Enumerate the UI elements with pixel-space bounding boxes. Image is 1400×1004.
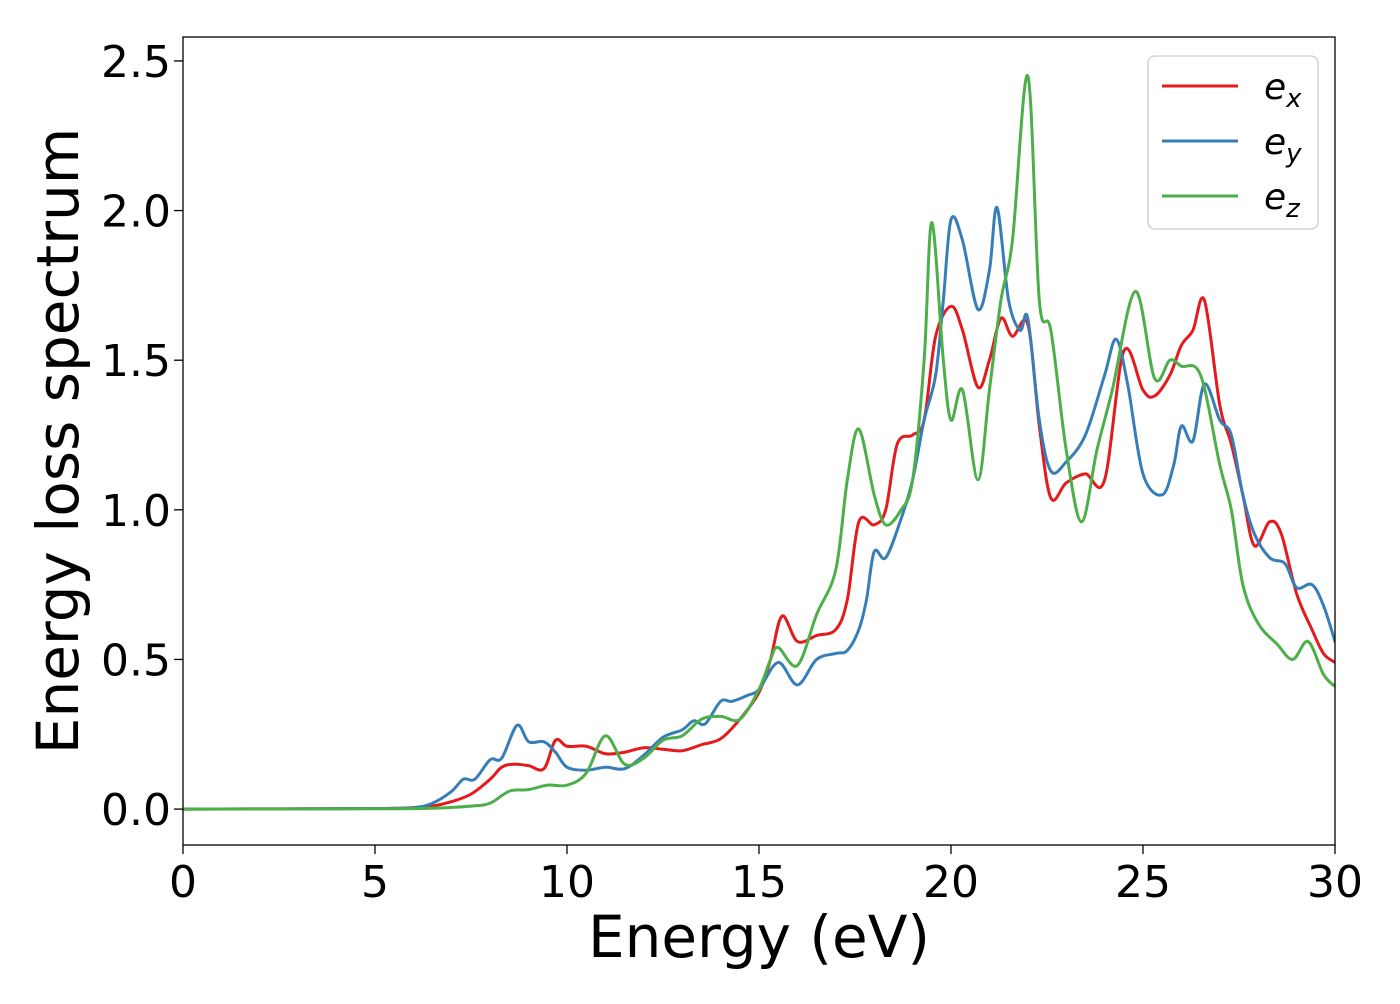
plot-lines xyxy=(183,74,1335,811)
y-axis-ticks: 0.0 0.5 1.0 1.5 2.0 2.5 xyxy=(101,37,183,836)
y-tick-label: 1.0 xyxy=(101,486,171,537)
y-tick-label: 1.5 xyxy=(101,336,171,387)
x-tick-label: 10 xyxy=(539,857,595,908)
x-tick-label: 5 xyxy=(361,857,389,908)
series-line-ez xyxy=(183,74,1335,811)
y-axis-label: Energy loss spectrum xyxy=(24,128,92,754)
y-tick-label: 0.0 xyxy=(101,785,171,836)
x-tick-label: 25 xyxy=(1115,857,1171,908)
legend: ex ey ez xyxy=(1147,55,1319,230)
x-tick-label: 30 xyxy=(1307,857,1363,908)
x-tick-label: 15 xyxy=(731,857,787,908)
legend-label-ex: ex xyxy=(1264,67,1302,114)
legend-label-ez: ez xyxy=(1264,177,1301,224)
x-tick-label: 0 xyxy=(169,857,197,908)
series-line-ex xyxy=(183,296,1335,811)
series-line-ey xyxy=(183,206,1335,811)
x-tick-label: 20 xyxy=(923,857,979,908)
legend-label-ey: ey xyxy=(1264,122,1302,169)
y-tick-label: 0.5 xyxy=(101,635,171,686)
y-tick-label: 2.0 xyxy=(101,187,171,238)
x-axis-label: Energy (eV) xyxy=(588,903,930,971)
y-tick-label: 2.5 xyxy=(101,37,171,88)
x-axis-ticks: 0 5 10 15 20 25 30 xyxy=(169,845,1363,908)
